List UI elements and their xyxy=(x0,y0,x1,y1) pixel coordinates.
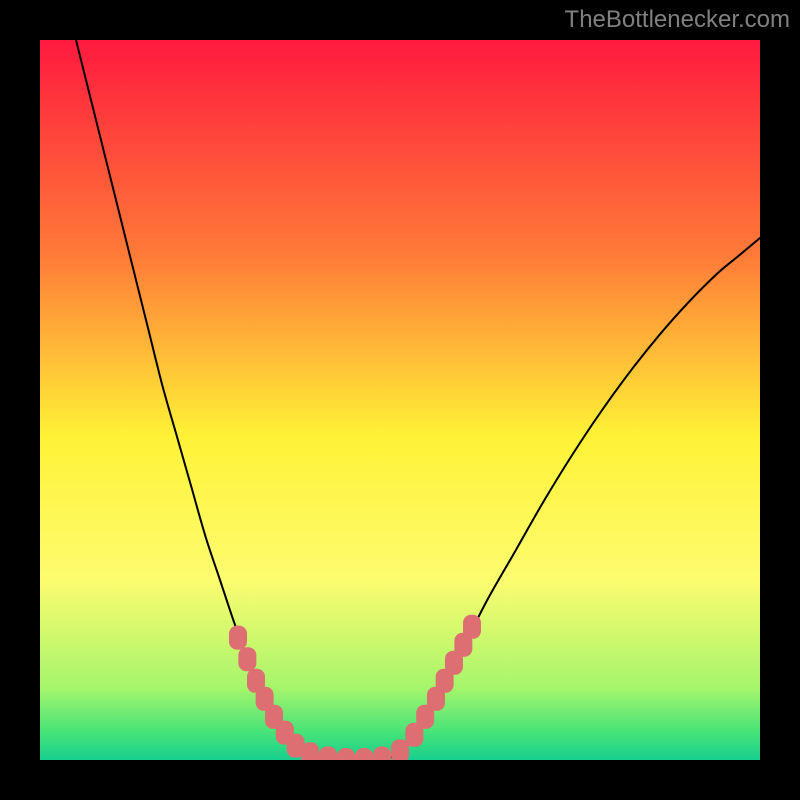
highlight-marker xyxy=(319,747,337,760)
plot-area xyxy=(40,40,760,760)
watermark-text: TheBottlenecker.com xyxy=(565,6,790,34)
highlight-marker xyxy=(229,626,247,650)
chart-stage: TheBottlenecker.com xyxy=(0,0,800,800)
highlight-marker xyxy=(301,742,319,760)
gradient-background xyxy=(40,40,760,760)
highlight-marker xyxy=(238,647,256,671)
highlight-marker xyxy=(463,615,481,639)
plot-svg xyxy=(40,40,760,760)
highlight-marker xyxy=(373,747,391,760)
